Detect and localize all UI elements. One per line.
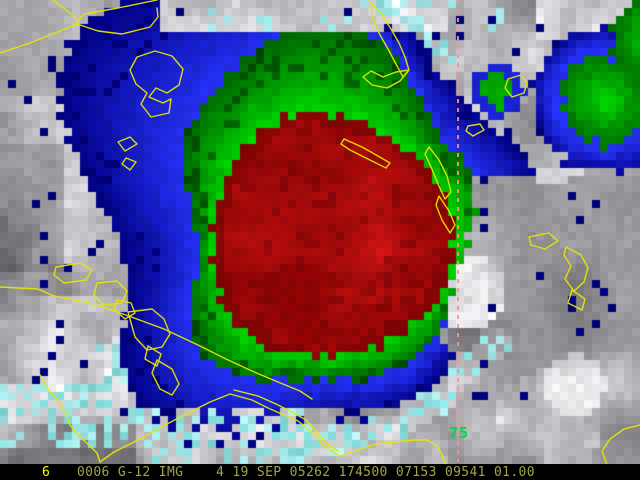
coastline-florida-keys — [0, 286, 313, 400]
coastline-eleuthera-exuma — [340, 2, 410, 169]
coastline-cuba — [39, 374, 446, 465]
longitude-label-75: 75 — [449, 424, 469, 442]
coastline-florida-grandbahama — [0, 0, 184, 171]
status-bar: 6 0006 G-12 IMG 4 19 SEP 05262 174500 07… — [0, 464, 640, 480]
frame-number-indicator: 6 — [42, 465, 51, 480]
coastline-cat-long-island — [424, 74, 528, 234]
coastline-bimini-andros — [53, 262, 180, 396]
coastline-southeast-bahamas — [528, 232, 589, 311]
status-bar-text: 0006 G-12 IMG 4 19 SEP 05262 174500 0715… — [77, 465, 535, 480]
